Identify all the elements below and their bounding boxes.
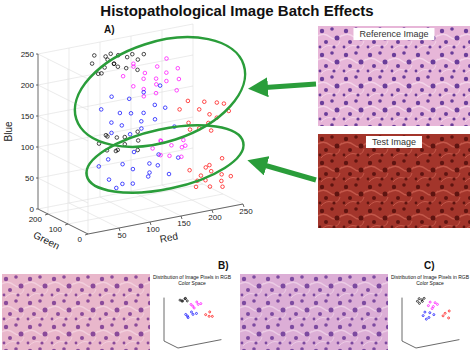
svg-text:0: 0 [30, 205, 35, 214]
svg-text:Green: Green [32, 229, 62, 251]
html-text:Reference Image: Reference Image [359, 29, 429, 39]
svg-text:150: 150 [177, 219, 191, 228]
svg-text:250: 250 [239, 207, 253, 216]
svg-text:100: 100 [49, 225, 63, 234]
html-text:A): A) [104, 24, 115, 35]
svg-text:150: 150 [21, 112, 35, 121]
html-text:Test Image: Test Image [372, 137, 416, 147]
html-text:Distribution of Image Pixels i: Distribution of Image Pixels in RGB Colo… [153, 274, 231, 286]
svg-text:100: 100 [21, 143, 35, 152]
svg-text:100: 100 [146, 225, 160, 234]
svg-text:50: 50 [118, 231, 127, 240]
html-text:C): C) [424, 260, 435, 271]
svg-text:0: 0 [78, 235, 83, 244]
html-text:Histopathological Image Batch: Histopathological Image Batch Effects [100, 2, 374, 19]
svg-text:250: 250 [21, 50, 35, 59]
svg-text:200: 200 [208, 213, 222, 222]
svg-text:200: 200 [21, 81, 35, 90]
html-text:Distribution of Image Pixels i: Distribution of Image Pixels in RGB Colo… [391, 274, 469, 286]
svg-text:Blue: Blue [3, 121, 14, 141]
svg-text:50: 50 [25, 174, 34, 183]
html-text:B): B) [218, 260, 229, 271]
svg-text:Red: Red [159, 230, 179, 244]
svg-text:200: 200 [29, 215, 43, 224]
